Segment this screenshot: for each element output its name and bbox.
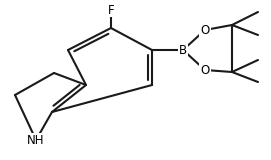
Text: O: O: [200, 64, 210, 76]
Text: F: F: [108, 4, 114, 16]
Text: NH: NH: [27, 133, 45, 147]
Text: B: B: [179, 44, 187, 56]
Text: O: O: [200, 24, 210, 36]
